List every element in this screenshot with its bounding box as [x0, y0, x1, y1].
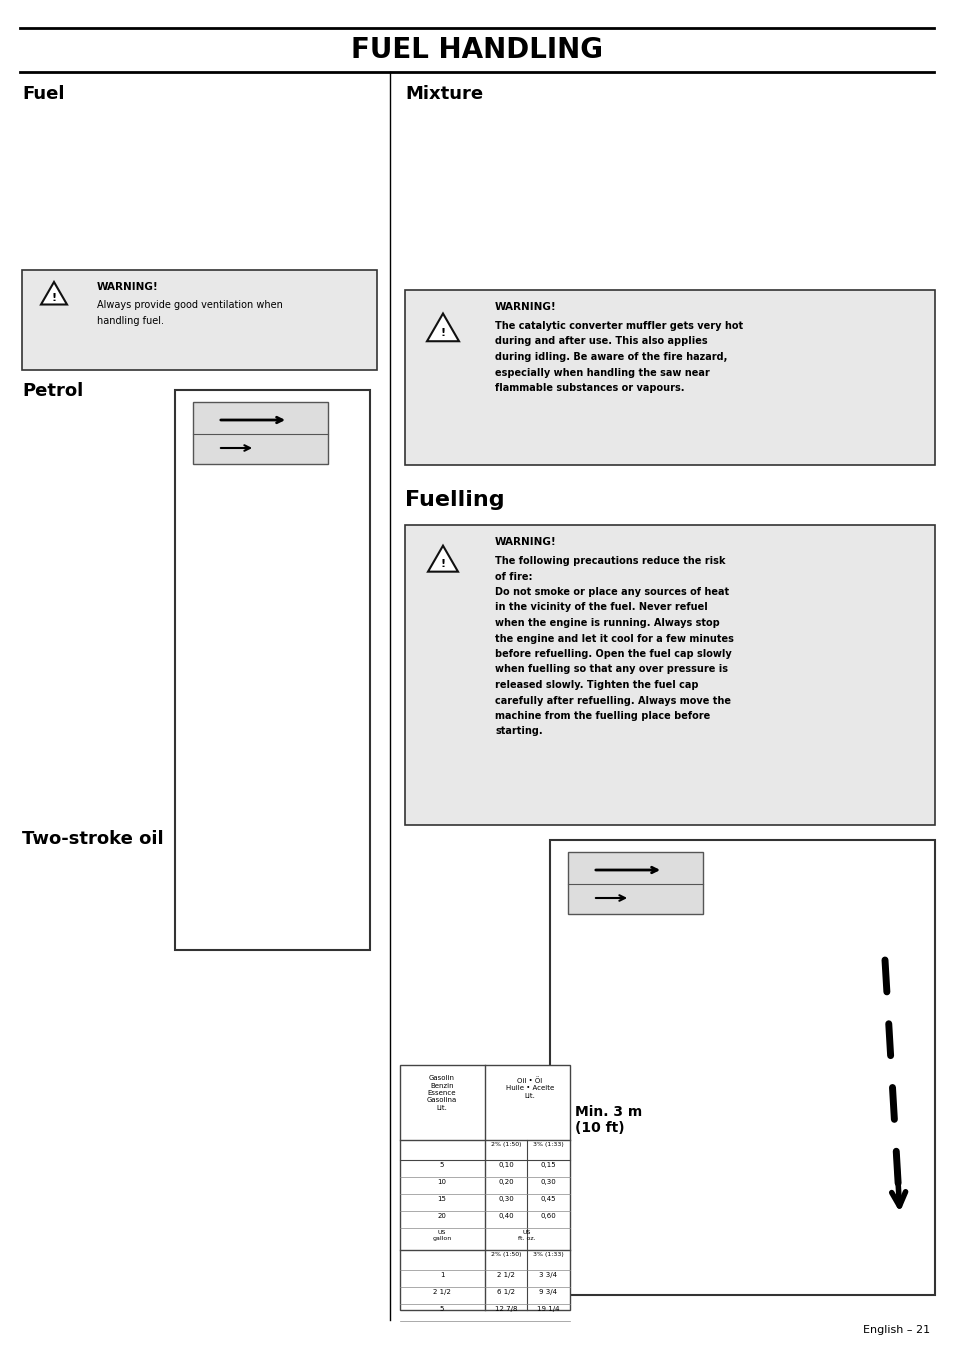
- Text: !: !: [440, 328, 445, 338]
- Text: !: !: [51, 293, 56, 303]
- Text: when fuelling so that any over pressure is: when fuelling so that any over pressure …: [495, 665, 727, 674]
- Text: The following precautions reduce the risk: The following precautions reduce the ris…: [495, 557, 724, 566]
- Text: 15: 15: [437, 1196, 446, 1202]
- Text: when the engine is running. Always stop: when the engine is running. Always stop: [495, 617, 719, 628]
- Text: 19 1/4: 19 1/4: [537, 1306, 558, 1312]
- Text: 3% (1:33): 3% (1:33): [532, 1142, 563, 1147]
- Bar: [193, 403, 328, 463]
- Text: FUEL HANDLING: FUEL HANDLING: [351, 36, 602, 63]
- Bar: [567, 852, 702, 915]
- Text: Do not smoke or place any sources of heat: Do not smoke or place any sources of hea…: [495, 586, 728, 597]
- Text: !: !: [440, 559, 445, 569]
- Text: 0,40: 0,40: [497, 1213, 514, 1219]
- Text: WARNING!: WARNING!: [97, 282, 158, 292]
- Text: Two-stroke oil: Two-stroke oil: [22, 830, 164, 848]
- Polygon shape: [41, 282, 67, 304]
- Bar: [399, 1065, 569, 1310]
- Text: during and after use. This also applies: during and after use. This also applies: [495, 336, 707, 346]
- Text: carefully after refuelling. Always move the: carefully after refuelling. Always move …: [495, 696, 730, 705]
- Text: US
gallon: US gallon: [432, 1229, 451, 1240]
- Text: 20: 20: [437, 1213, 446, 1219]
- Text: The catalytic converter muffler gets very hot: The catalytic converter muffler gets ver…: [495, 322, 742, 331]
- Text: released slowly. Tighten the fuel cap: released slowly. Tighten the fuel cap: [495, 680, 698, 690]
- Text: 1: 1: [439, 1273, 444, 1278]
- Text: 0,10: 0,10: [497, 1162, 514, 1169]
- Text: 0,45: 0,45: [539, 1196, 556, 1202]
- Text: Oil • Öl
Huile • Aceite
Lit.: Oil • Öl Huile • Aceite Lit.: [505, 1077, 554, 1098]
- Text: the engine and let it cool for a few minutes: the engine and let it cool for a few min…: [495, 634, 733, 643]
- Text: 6 1/2: 6 1/2: [497, 1289, 515, 1296]
- Text: in the vicinity of the fuel. Never refuel: in the vicinity of the fuel. Never refue…: [495, 603, 707, 612]
- Text: 2 1/2: 2 1/2: [497, 1273, 515, 1278]
- Text: especially when handling the saw near: especially when handling the saw near: [495, 367, 709, 377]
- Bar: [22, 270, 376, 370]
- Polygon shape: [427, 313, 458, 342]
- Text: Petrol: Petrol: [22, 382, 83, 400]
- Polygon shape: [428, 546, 457, 571]
- Text: Always provide good ventilation when: Always provide good ventilation when: [97, 300, 283, 309]
- Text: flammable substances or vapours.: flammable substances or vapours.: [495, 382, 684, 393]
- Text: 12 7/8: 12 7/8: [495, 1306, 517, 1312]
- Text: US
ft. oz.: US ft. oz.: [517, 1229, 536, 1240]
- Text: 3 3/4: 3 3/4: [538, 1273, 557, 1278]
- Bar: [174, 390, 370, 950]
- Text: 5: 5: [439, 1162, 444, 1169]
- Text: Fuelling: Fuelling: [405, 490, 504, 509]
- Text: WARNING!: WARNING!: [495, 536, 557, 547]
- Text: Mixture: Mixture: [405, 85, 482, 103]
- Text: 2% (1:50): 2% (1:50): [490, 1142, 520, 1147]
- Bar: [550, 840, 934, 1296]
- Text: machine from the fuelling place before: machine from the fuelling place before: [495, 711, 709, 721]
- Text: English – 21: English – 21: [862, 1325, 929, 1335]
- Text: 0,15: 0,15: [539, 1162, 556, 1169]
- Text: during idling. Be aware of the fire hazard,: during idling. Be aware of the fire haza…: [495, 353, 726, 362]
- Text: Min. 3 m
(10 ft): Min. 3 m (10 ft): [575, 1105, 641, 1135]
- Text: 2% (1:50): 2% (1:50): [490, 1252, 520, 1256]
- Bar: [405, 526, 934, 825]
- Text: 0,60: 0,60: [539, 1213, 556, 1219]
- Text: before refuelling. Open the fuel cap slowly: before refuelling. Open the fuel cap slo…: [495, 648, 731, 659]
- Text: 2 1/2: 2 1/2: [433, 1289, 451, 1296]
- Text: 0,30: 0,30: [497, 1196, 514, 1202]
- Text: Fuel: Fuel: [22, 85, 65, 103]
- Text: 5: 5: [439, 1306, 444, 1312]
- Text: 0,20: 0,20: [497, 1179, 514, 1185]
- Text: starting.: starting.: [495, 727, 542, 736]
- Text: 0,30: 0,30: [539, 1179, 556, 1185]
- Text: WARNING!: WARNING!: [495, 303, 557, 312]
- Text: Gasolin
Benzin
Essence
Gasolina
Lit.: Gasolin Benzin Essence Gasolina Lit.: [426, 1075, 456, 1111]
- Text: of fire:: of fire:: [495, 571, 532, 581]
- Text: 9 3/4: 9 3/4: [538, 1289, 557, 1296]
- Text: handling fuel.: handling fuel.: [97, 316, 164, 326]
- Bar: [405, 290, 934, 465]
- Text: 3% (1:33): 3% (1:33): [532, 1252, 563, 1256]
- Text: 10: 10: [437, 1179, 446, 1185]
